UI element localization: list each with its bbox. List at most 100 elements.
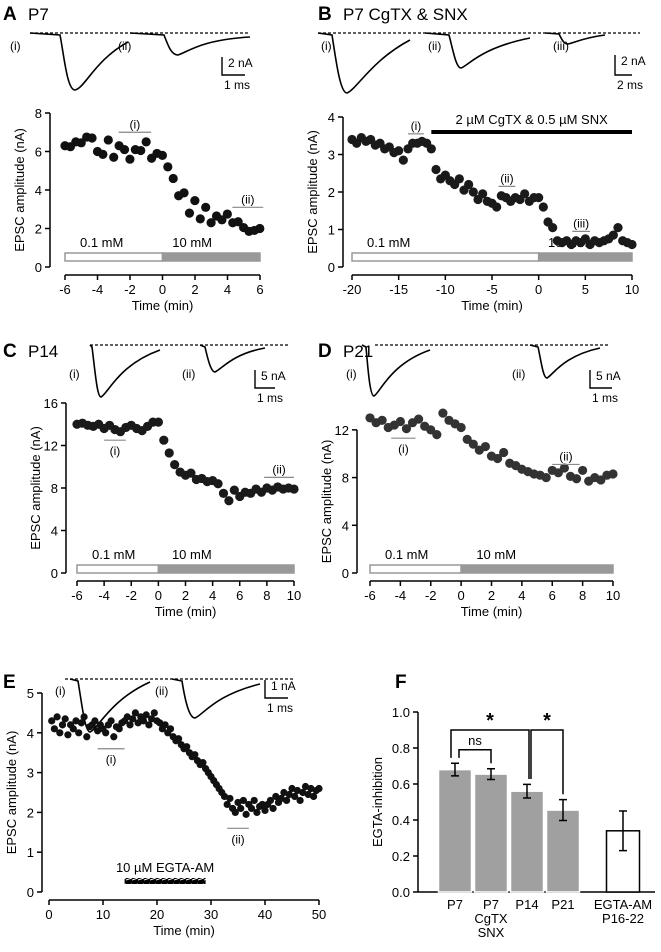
y-tick-label: 0 (342, 566, 349, 581)
y-tick-label: 12 (44, 439, 58, 454)
scale-amp-label: 5 nA (596, 369, 621, 383)
data-point (613, 223, 623, 233)
data-point (213, 479, 223, 489)
y-tick-label: 8 (35, 106, 42, 121)
x-tick-label: -6 (364, 588, 376, 603)
data-point (277, 794, 285, 803)
condition-label: 0.1 mM (367, 235, 410, 250)
condition-bar (351, 252, 540, 262)
data-point (156, 719, 164, 727)
category-label: P14 (515, 897, 538, 912)
data-point (129, 715, 137, 723)
scale-bar (221, 57, 245, 76)
y-axis-label: EPSC amplitude (nA) (305, 130, 320, 254)
data-point (401, 424, 412, 434)
scale-time-label: 1 ms (267, 701, 293, 715)
panel-letter: E (3, 672, 16, 693)
data-point (541, 472, 551, 483)
scale-time-label: 2 ms (617, 78, 643, 92)
condition-bar (369, 564, 462, 574)
x-tick-label: 2 (488, 588, 495, 603)
y-tick-label: 3 (328, 148, 335, 163)
drug-bar (124, 878, 206, 884)
scale-time-label: 1 ms (257, 391, 283, 405)
x-tick-label: 4 (224, 282, 231, 297)
bar (437, 768, 473, 893)
y-tick-label: 6 (35, 145, 42, 160)
y-axis-label: EGTA-inhibition (370, 757, 385, 847)
data-point (50, 725, 59, 733)
y-tick-label: 8 (51, 481, 58, 496)
data-point (125, 154, 135, 164)
data-point (159, 435, 169, 445)
x-tick-label: 4 (209, 588, 216, 603)
data-point (627, 239, 637, 250)
epsc-trace (69, 678, 151, 733)
data-point (141, 137, 151, 147)
panel-c: C P14 (i) (ii) 5 nA 1 ms 0 4 8 12 16 -6 -4 -2 0 2 4 6 8 10 T… (3, 341, 301, 619)
data-point (72, 717, 80, 725)
category-label: P7 (483, 897, 499, 912)
x-tick-label: -4 (92, 282, 104, 297)
y-tick-label: 0 (328, 260, 335, 275)
x-tick-label: 8 (579, 588, 586, 603)
x-tick-label: -6 (71, 588, 83, 603)
data-point (223, 800, 231, 809)
data-point (431, 164, 441, 175)
data-point (164, 448, 174, 458)
x-tick-label: 10 (96, 907, 110, 922)
scale-time-label: 1 ms (592, 391, 618, 405)
x-tick-label: 2 (191, 282, 198, 297)
condition-label: 10 mM (172, 547, 212, 562)
data-point (136, 145, 146, 156)
x-tick-label: 0 (159, 282, 166, 297)
x-axis-label: Time (min) (153, 923, 215, 938)
x-tick-label: 0 (458, 588, 465, 603)
y-tick-label: 8 (342, 471, 349, 486)
x-tick-label: 5 (582, 282, 589, 297)
x-tick-label: 10 (606, 588, 620, 603)
data-point (426, 144, 436, 154)
data-point (134, 719, 142, 727)
trace-label: (i) (346, 367, 357, 381)
x-tick-label: 40 (258, 907, 272, 922)
data-point (168, 173, 178, 184)
data-point (206, 218, 216, 228)
data-point (148, 715, 156, 723)
data-point (468, 439, 478, 449)
data-point (242, 810, 250, 818)
period-label: (iii) (573, 216, 589, 230)
x-axis-label: Time (min) (155, 604, 217, 619)
panel-letter: C (3, 341, 17, 362)
epsc-trace (89, 344, 161, 398)
data-point (91, 717, 99, 725)
x-tick-label: 0 (535, 282, 542, 297)
data-point (109, 152, 119, 162)
condition-bar (161, 252, 261, 262)
data-point (56, 729, 64, 737)
data-point (64, 731, 72, 739)
x-tick-label: -6 (59, 282, 71, 297)
data-point (175, 735, 183, 743)
x-axis-label: Time (min) (132, 298, 194, 313)
x-tick-label: 20 (150, 907, 164, 922)
error-bar (451, 762, 459, 777)
data-point (153, 417, 163, 427)
data-point (492, 453, 503, 464)
y-tick-label: 0.0 (392, 885, 410, 900)
x-tick-label: 10 (625, 282, 639, 297)
x-tick-label: -2 (124, 282, 136, 297)
scale-amp-label: 5 nA (261, 369, 286, 383)
data-point (218, 488, 229, 498)
x-tick-label: -4 (98, 588, 110, 603)
y-tick-label: 12 (335, 423, 349, 438)
x-tick-label: -2 (125, 588, 137, 603)
data-point (272, 792, 280, 801)
data-point (170, 460, 180, 470)
data-point (283, 796, 291, 805)
error-bar (619, 810, 627, 852)
data-point (266, 796, 274, 805)
panel-letter: F (395, 672, 407, 693)
